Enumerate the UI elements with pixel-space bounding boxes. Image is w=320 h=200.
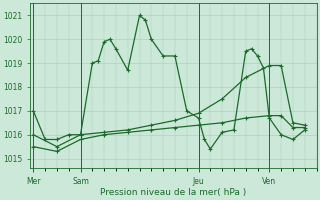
X-axis label: Pression niveau de la mer( hPa ): Pression niveau de la mer( hPa ) (100, 188, 247, 197)
